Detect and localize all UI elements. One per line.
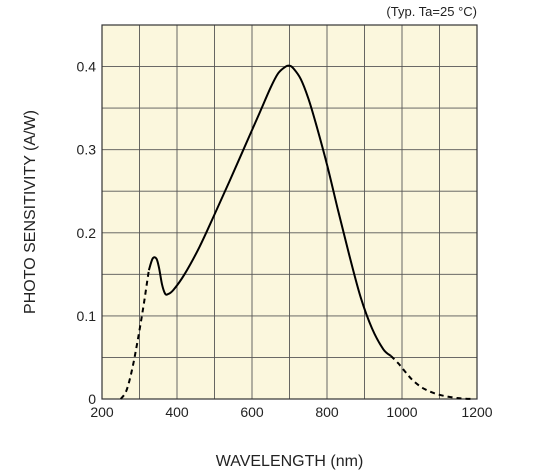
x-tick-label: 200 bbox=[90, 404, 114, 420]
x-tick-label: 800 bbox=[315, 404, 339, 420]
x-tick-label: 600 bbox=[240, 404, 264, 420]
x-axis-label: WAVELENGTH (nm) bbox=[216, 453, 364, 470]
x-tick-label: 1000 bbox=[386, 404, 417, 420]
x-tick-label: 1200 bbox=[461, 404, 492, 420]
y-tick-label: 0.2 bbox=[77, 225, 97, 241]
series-line-solid bbox=[147, 64, 392, 357]
y-axis-label: PHOTO SENSITIVITY (A/W) bbox=[22, 110, 39, 314]
chart-annotation: (Typ. Ta=25 °C) bbox=[386, 4, 477, 19]
y-tick-label: 0.3 bbox=[77, 142, 97, 158]
series-line-dashed bbox=[390, 355, 474, 400]
x-tick-label: 400 bbox=[165, 404, 189, 420]
series-line-dashed bbox=[119, 270, 150, 400]
y-tick-label: 0 bbox=[88, 391, 96, 407]
x-tick-labels: 200 400 600 800 1000 1200 bbox=[90, 404, 492, 420]
plot-frame bbox=[101, 24, 478, 400]
series-group bbox=[119, 64, 474, 400]
y-tick-label: 0.4 bbox=[77, 59, 97, 75]
y-tick-labels: 0 0.1 0.2 0.3 0.4 bbox=[77, 59, 97, 407]
y-tick-label: 0.1 bbox=[77, 308, 97, 324]
grid-lines bbox=[102, 25, 477, 399]
